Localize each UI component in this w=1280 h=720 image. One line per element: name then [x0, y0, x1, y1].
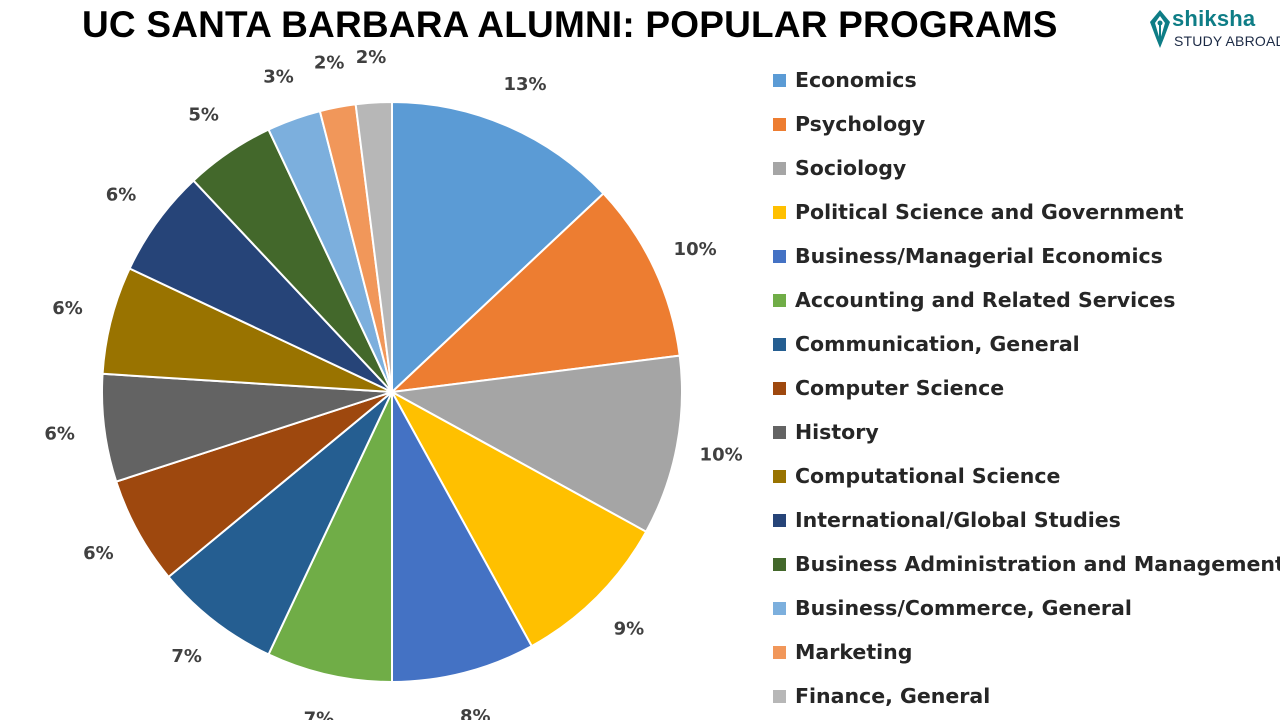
- legend-item-finance-general[interactable]: Finance, General: [773, 683, 990, 709]
- pie-slice-business-managerial-economics[interactable]: [391, 391, 534, 684]
- legend-item-accounting-and-related-services[interactable]: Accounting and Related Services: [773, 287, 1175, 313]
- legend-item-marketing[interactable]: Marketing: [773, 639, 912, 665]
- legend-swatch: [773, 293, 786, 307]
- legend-swatch: [773, 337, 786, 351]
- logo-wordmark: shiksha: [1172, 6, 1256, 31]
- data-label-communication-general: 7%: [171, 646, 202, 667]
- legend-swatch: [773, 117, 786, 131]
- data-label-business-commerce-general: 3%: [263, 66, 294, 87]
- data-label-accounting-and-related-services: 7%: [304, 708, 335, 720]
- data-label-computational-science: 6%: [52, 298, 83, 319]
- pie-slice-psychology[interactable]: [389, 192, 681, 394]
- legend-item-economics[interactable]: Economics: [773, 67, 917, 93]
- legend-label: International/Global Studies: [795, 508, 1121, 532]
- pie-slice-sociology[interactable]: [388, 354, 683, 534]
- legend-item-psychology[interactable]: Psychology: [773, 111, 925, 137]
- chart-title: UC SANTA BARBARA ALUMNI: POPULAR PROGRAM…: [82, 4, 1058, 45]
- legend-swatch: [773, 469, 786, 483]
- legend-swatch: [773, 689, 786, 703]
- legend-label: Business/Commerce, General: [795, 596, 1132, 620]
- legend-swatch: [773, 557, 786, 571]
- legend-label: Communication, General: [795, 332, 1080, 356]
- pen-nib-icon: [1150, 10, 1170, 48]
- legend-label: Business Administration and Management: [795, 552, 1280, 576]
- legend-swatch: [773, 205, 786, 219]
- pie-slice-accounting-and-related-services[interactable]: [267, 391, 393, 684]
- data-label-psychology: 10%: [674, 239, 717, 260]
- data-label-economics: 13%: [503, 74, 546, 95]
- legend-swatch: [773, 161, 786, 175]
- legend-swatch: [773, 381, 786, 395]
- legend-label: Computational Science: [795, 464, 1061, 488]
- legend-item-business-managerial-economics[interactable]: Business/Managerial Economics: [773, 243, 1163, 269]
- logo-tagline: STUDY ABROAD: [1174, 33, 1280, 49]
- legend-swatch: [773, 425, 786, 439]
- legend-swatch: [773, 513, 786, 527]
- data-label-business-administration-and-management: 5%: [188, 104, 219, 125]
- legend-item-computer-science[interactable]: Computer Science: [773, 375, 1004, 401]
- legend-label: Accounting and Related Services: [795, 288, 1176, 312]
- legend-item-political-science-and-government[interactable]: Political Science and Government: [773, 199, 1184, 225]
- legend-item-international-global-studies[interactable]: International/Global Studies: [773, 507, 1121, 533]
- legend-swatch: [773, 601, 786, 615]
- data-label-finance-general: 2%: [356, 47, 387, 68]
- legend-label: Finance, General: [795, 684, 991, 708]
- pie-slice-communication-general[interactable]: [167, 391, 393, 656]
- data-label-sociology: 10%: [700, 444, 743, 465]
- legend-label: Marketing: [795, 640, 913, 664]
- pie-slice-political-science-and-government[interactable]: [389, 389, 648, 648]
- legend-label: Political Science and Government: [795, 200, 1184, 224]
- legend-label: History: [795, 420, 879, 444]
- data-label-marketing: 2%: [314, 52, 345, 73]
- legend-item-business-administration-and-management[interactable]: Business Administration and Management: [773, 551, 1280, 577]
- legend-item-history[interactable]: History: [773, 419, 879, 445]
- legend-item-computational-science[interactable]: Computational Science: [773, 463, 1060, 489]
- data-label-computer-science: 6%: [83, 543, 114, 564]
- legend-label: Economics: [795, 68, 917, 92]
- data-label-international-global-studies: 6%: [106, 185, 137, 206]
- legend-swatch: [773, 249, 786, 263]
- legend-item-sociology[interactable]: Sociology: [773, 155, 906, 181]
- pie-slice-economics[interactable]: [391, 100, 605, 395]
- shiksha-logo[interactable]: shiksha STUDY ABROAD: [1146, 6, 1280, 56]
- pie-slice-finance-general[interactable]: [354, 100, 393, 393]
- legend-item-business-commerce-general[interactable]: Business/Commerce, General: [773, 595, 1132, 621]
- legend-label: Business/Managerial Economics: [795, 244, 1163, 268]
- data-label-political-science-and-government: 9%: [614, 618, 645, 639]
- data-label-history: 6%: [44, 424, 75, 445]
- legend-swatch: [773, 73, 786, 87]
- legend-label: Computer Science: [795, 376, 1005, 400]
- legend-swatch: [773, 645, 786, 659]
- data-label-business-managerial-economics: 8%: [460, 706, 491, 720]
- legend-label: Sociology: [795, 156, 907, 180]
- legend-label: Psychology: [795, 112, 926, 136]
- legend-item-communication-general[interactable]: Communication, General: [773, 331, 1080, 357]
